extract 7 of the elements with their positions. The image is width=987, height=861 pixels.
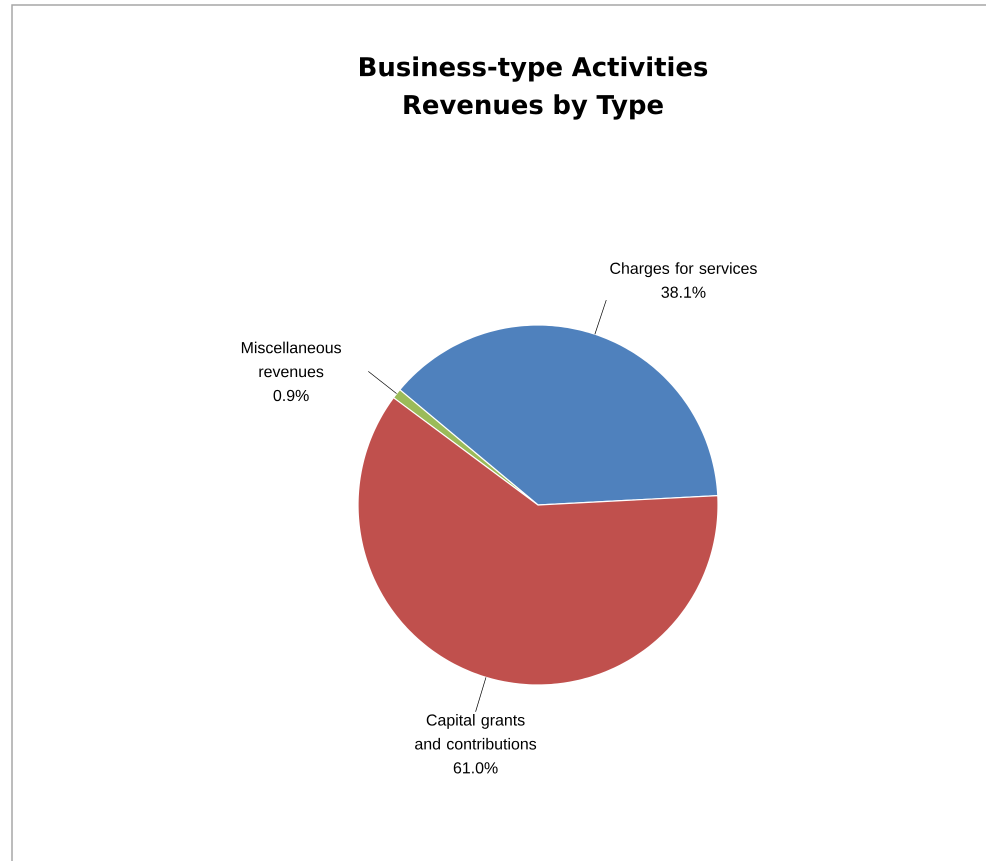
slice-label: Miscellaneous revenues — [242, 342, 342, 378]
slice-label: Charges for services — [610, 262, 757, 278]
data-label: 0.9% — [274, 390, 309, 402]
data-label: 61.0% — [454, 762, 498, 774]
chart-title: Business-type Activities Revenues by Type — [360, 56, 708, 120]
slice-label: Capital grants and contributions — [415, 714, 536, 750]
data-label: 38.1% — [661, 286, 706, 298]
